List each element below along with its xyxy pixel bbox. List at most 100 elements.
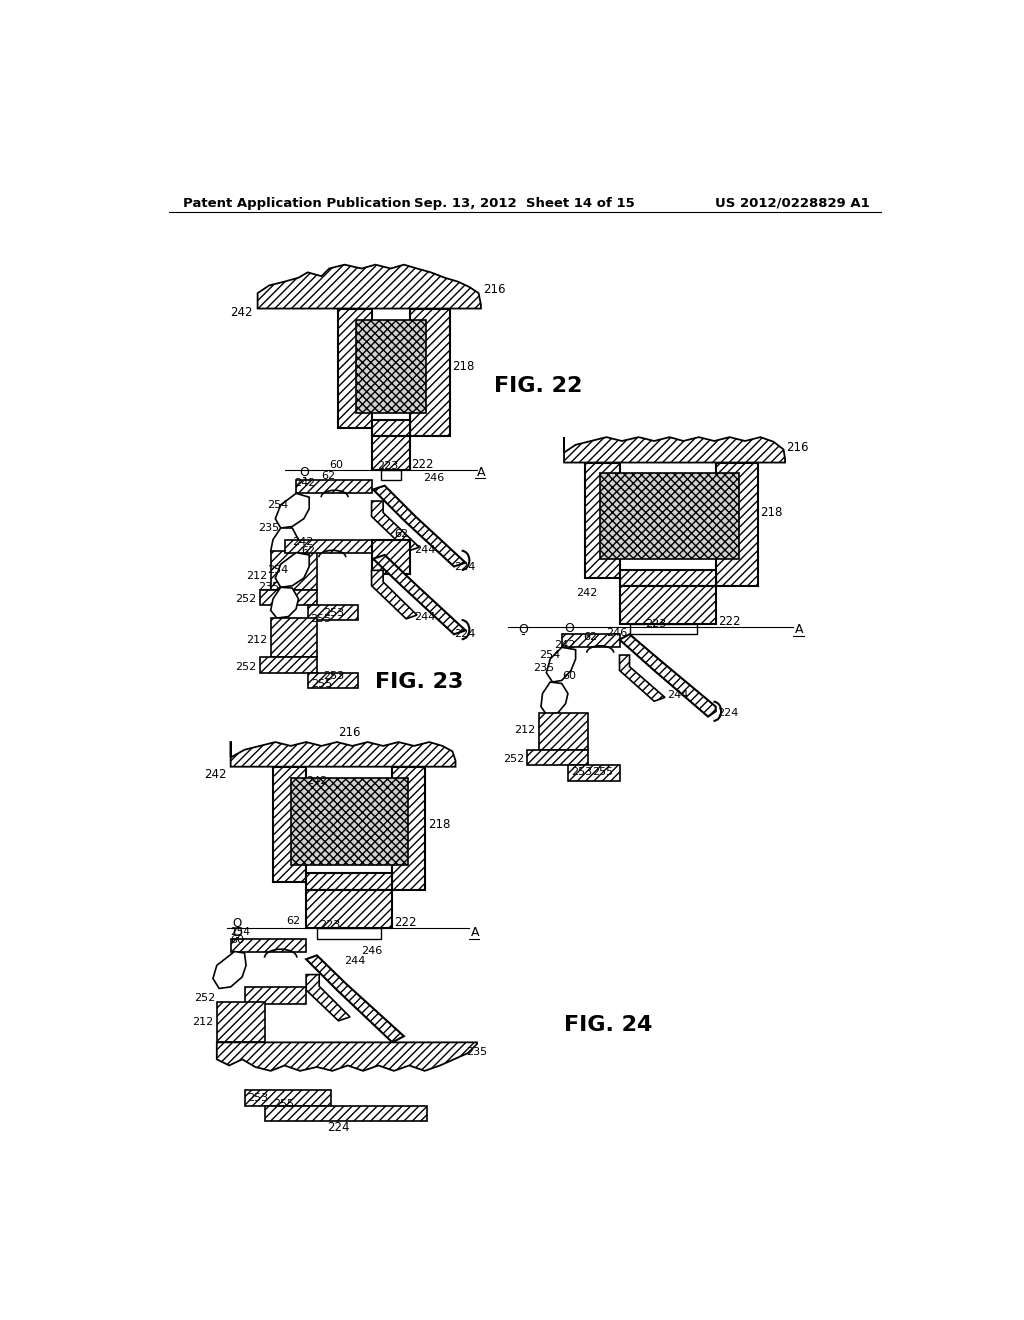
Text: 253: 253 — [571, 767, 592, 777]
Text: 255: 255 — [310, 614, 331, 624]
Polygon shape — [285, 540, 372, 553]
Polygon shape — [716, 462, 758, 586]
Text: 216: 216 — [339, 726, 361, 739]
Polygon shape — [270, 528, 298, 558]
Polygon shape — [585, 462, 620, 578]
Polygon shape — [620, 570, 716, 586]
Text: O: O — [518, 623, 528, 636]
Text: O: O — [232, 916, 242, 929]
Text: 244: 244 — [414, 612, 435, 622]
Text: 218: 218 — [760, 506, 782, 519]
Text: 60: 60 — [330, 459, 343, 470]
Text: 244: 244 — [345, 956, 366, 966]
Polygon shape — [339, 309, 372, 428]
Text: 224: 224 — [717, 708, 738, 718]
Text: 212: 212 — [247, 570, 267, 581]
Polygon shape — [217, 1002, 265, 1043]
Text: FIG. 24: FIG. 24 — [564, 1015, 652, 1035]
Text: 252: 252 — [194, 993, 215, 1003]
Polygon shape — [273, 767, 306, 882]
Polygon shape — [392, 767, 425, 890]
Polygon shape — [562, 635, 620, 647]
Text: 235: 235 — [466, 1047, 487, 1056]
Text: 253: 253 — [323, 671, 344, 681]
Polygon shape — [620, 635, 716, 717]
Text: 252: 252 — [234, 594, 256, 603]
Text: Patent Application Publication: Patent Application Publication — [183, 197, 411, 210]
Text: 242: 242 — [306, 776, 328, 785]
Text: Sep. 13, 2012  Sheet 14 of 15: Sep. 13, 2012 Sheet 14 of 15 — [415, 197, 635, 210]
Polygon shape — [270, 618, 316, 657]
Text: US 2012/0228829 A1: US 2012/0228829 A1 — [715, 197, 869, 210]
Polygon shape — [568, 766, 620, 780]
Text: 62: 62 — [394, 529, 408, 539]
Text: 60: 60 — [562, 671, 575, 681]
Text: 242: 242 — [294, 478, 315, 488]
Text: 62: 62 — [584, 632, 597, 643]
Text: O: O — [564, 622, 573, 635]
Polygon shape — [527, 750, 588, 766]
Polygon shape — [372, 436, 410, 470]
Text: 242: 242 — [577, 589, 598, 598]
Polygon shape — [630, 624, 697, 635]
Polygon shape — [245, 987, 306, 1003]
Text: 222: 222 — [394, 916, 417, 929]
Text: 216: 216 — [786, 441, 809, 454]
Polygon shape — [373, 554, 466, 635]
Text: 235: 235 — [258, 582, 280, 591]
Polygon shape — [372, 502, 419, 552]
Text: O: O — [231, 925, 242, 939]
Polygon shape — [213, 952, 246, 989]
Text: 212: 212 — [193, 1018, 214, 1027]
Polygon shape — [245, 1090, 331, 1106]
Text: 62: 62 — [286, 916, 300, 925]
Polygon shape — [620, 586, 716, 624]
Text: 235: 235 — [258, 523, 280, 533]
Text: 62: 62 — [301, 546, 315, 556]
Polygon shape — [230, 940, 306, 952]
Polygon shape — [372, 420, 410, 436]
Polygon shape — [265, 1106, 427, 1121]
Text: 254: 254 — [230, 927, 251, 937]
Polygon shape — [539, 713, 588, 750]
Text: 223: 223 — [645, 619, 667, 630]
Polygon shape — [291, 779, 408, 866]
Polygon shape — [316, 928, 381, 940]
Text: 254: 254 — [267, 500, 289, 510]
Text: 242: 242 — [292, 537, 313, 546]
Polygon shape — [275, 494, 309, 528]
Text: 224: 224 — [328, 1121, 350, 1134]
Polygon shape — [306, 873, 392, 890]
Polygon shape — [270, 552, 316, 590]
Polygon shape — [356, 321, 426, 412]
Polygon shape — [373, 486, 466, 566]
Polygon shape — [230, 742, 456, 767]
Text: A: A — [477, 466, 485, 479]
Text: 242: 242 — [554, 640, 575, 649]
Text: O: O — [299, 466, 309, 479]
Text: 246: 246 — [423, 473, 444, 483]
Text: 212: 212 — [247, 635, 267, 644]
Text: 253: 253 — [248, 1093, 268, 1102]
Polygon shape — [217, 1043, 477, 1071]
Text: 62: 62 — [322, 471, 336, 480]
Text: 212: 212 — [514, 725, 536, 735]
Text: 244: 244 — [414, 545, 435, 554]
Polygon shape — [600, 473, 739, 558]
Polygon shape — [275, 553, 309, 587]
Text: 242: 242 — [229, 306, 252, 319]
Polygon shape — [296, 480, 372, 494]
Polygon shape — [260, 590, 316, 605]
Polygon shape — [306, 956, 403, 1043]
Polygon shape — [258, 264, 481, 309]
Polygon shape — [307, 673, 357, 688]
Polygon shape — [620, 655, 665, 701]
Text: 254: 254 — [267, 565, 289, 574]
Text: 246: 246 — [606, 628, 628, 639]
Text: 216: 216 — [483, 282, 506, 296]
Text: 253: 253 — [323, 607, 344, 618]
Text: 222: 222 — [718, 615, 740, 628]
Polygon shape — [260, 657, 316, 673]
Polygon shape — [547, 647, 575, 682]
Polygon shape — [372, 540, 410, 574]
